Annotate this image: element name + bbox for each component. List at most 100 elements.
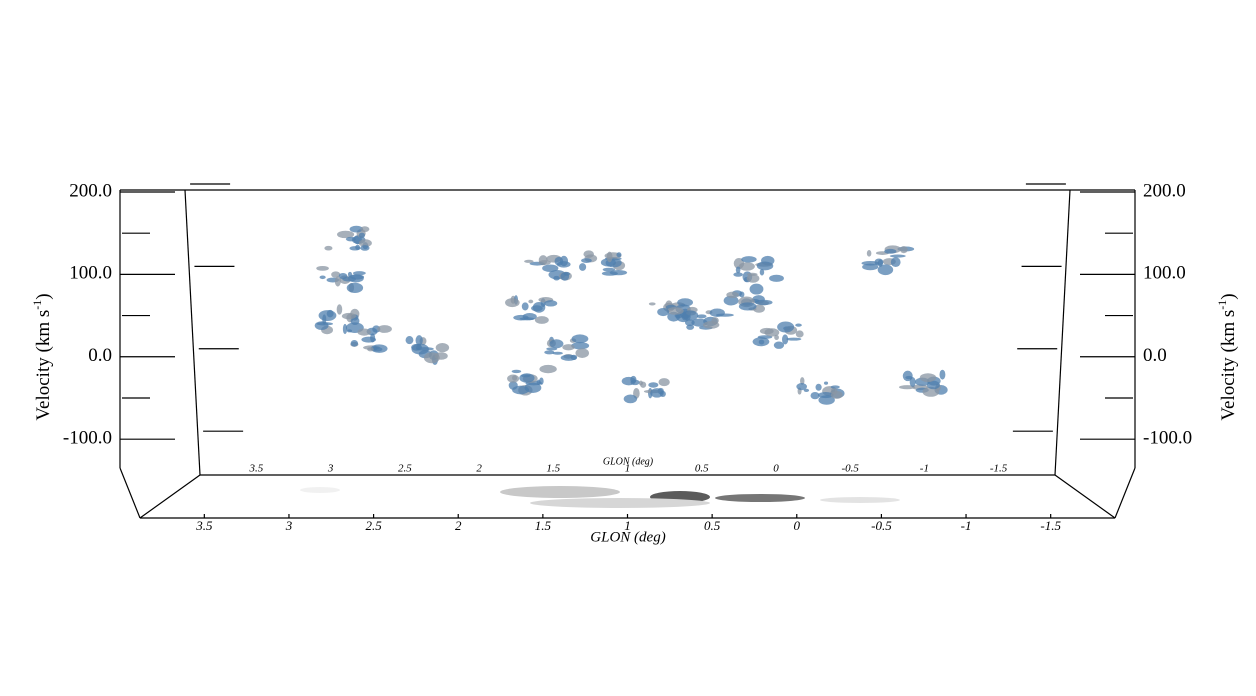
cloud-blob xyxy=(336,304,343,315)
cloud-blob xyxy=(800,377,805,385)
cloud-blob xyxy=(405,335,414,345)
x-tick-label: 0.5 xyxy=(704,518,721,533)
x-tick-label-back: -1.5 xyxy=(990,463,1008,475)
cloud-blob xyxy=(519,373,535,383)
cloud-blob xyxy=(682,310,699,321)
cloud-blob xyxy=(777,321,795,333)
emission-cloud xyxy=(507,364,557,396)
emission-cloud xyxy=(899,369,948,397)
cloud-blob xyxy=(513,314,529,321)
x-axis-label-back: GLON (deg) xyxy=(603,456,654,467)
cloud-blob xyxy=(342,323,348,335)
cloud-blob xyxy=(370,333,376,343)
x-tick-label-back: 0 xyxy=(773,463,779,475)
x-tick-label: 1.5 xyxy=(535,518,552,533)
cloud-blob xyxy=(508,381,518,390)
cloud-blob xyxy=(726,291,739,299)
cloud-blob xyxy=(609,270,628,276)
cloud-blob xyxy=(650,388,664,398)
x-tick-label-back: 3 xyxy=(327,463,334,475)
cloud-blob xyxy=(357,328,371,336)
cloud-blob xyxy=(823,381,829,385)
x-tick-label: -1 xyxy=(961,518,972,533)
cloud-blob xyxy=(786,337,802,341)
cloud-blob xyxy=(759,327,774,335)
cloud-blob xyxy=(640,381,647,388)
cloud-blob xyxy=(346,329,353,333)
cloud-blob xyxy=(756,261,774,271)
y2-tick-label: -100.0 xyxy=(1143,428,1192,449)
cloud-blob xyxy=(796,383,807,391)
cloud-blob xyxy=(939,369,946,380)
cloud-blob xyxy=(571,334,589,344)
cloud-blob xyxy=(795,330,804,338)
emission-cloud xyxy=(723,283,773,313)
y-label-sup: -1 xyxy=(30,300,44,310)
cloud-blob xyxy=(534,316,549,324)
cloud-blob xyxy=(575,348,590,358)
cloud-blob xyxy=(531,305,543,312)
cloud-blob xyxy=(616,252,622,258)
cloud-blob xyxy=(337,230,355,239)
projection xyxy=(300,486,900,508)
cloud-blob xyxy=(711,317,719,325)
emission-cloud xyxy=(752,321,804,349)
y-tick-label: 100.0 xyxy=(69,263,112,284)
cloud-blob xyxy=(553,275,560,281)
cloud-blob xyxy=(830,390,843,399)
cloud-blob xyxy=(795,323,802,327)
cloud-blob xyxy=(423,352,440,364)
y-tick-label: -100.0 xyxy=(63,428,112,449)
cloud-blob xyxy=(318,310,337,322)
cloud-blob xyxy=(922,386,940,397)
cloud-blob xyxy=(583,250,595,258)
cloud-blob xyxy=(815,383,822,391)
cloud-blob xyxy=(752,337,770,347)
cloud-blob xyxy=(544,300,558,307)
cloud-blob xyxy=(696,314,707,319)
cloud-blob xyxy=(606,251,613,263)
emission-cloud xyxy=(861,245,915,276)
cloud-blob xyxy=(549,339,564,349)
cloud-blob xyxy=(358,232,365,238)
y2-tick-label: 0.0 xyxy=(1143,345,1167,366)
cloud-blob xyxy=(733,272,743,277)
x-tick-label: -1.5 xyxy=(1040,518,1061,533)
cloud-blob xyxy=(759,269,765,276)
cloud-blob xyxy=(367,347,374,352)
cloud-blob xyxy=(746,272,758,276)
y2-axis-label: Velocity (km s-1) xyxy=(1215,293,1240,420)
cloud-blob xyxy=(709,308,725,318)
cloud-blob xyxy=(810,391,820,400)
x-tick-label-back: 2 xyxy=(476,463,482,475)
cloud-blob xyxy=(723,295,739,306)
cloud-blob xyxy=(733,257,745,269)
cloud-blob xyxy=(415,335,423,346)
cloud-blob xyxy=(773,341,785,349)
cloud-blob xyxy=(746,274,760,283)
cloud-blob xyxy=(630,375,637,383)
y-label-end: ) xyxy=(33,293,54,299)
x-tick-label: 1 xyxy=(624,518,631,533)
cloud-blob xyxy=(342,276,356,282)
cloud-blob xyxy=(521,302,529,311)
cloud-blob xyxy=(902,370,913,382)
x-tick-label: -0.5 xyxy=(871,518,892,533)
cloud-blob xyxy=(899,246,908,254)
emission-cloud xyxy=(316,265,366,294)
cloud-blob xyxy=(926,380,940,390)
emission-cloud xyxy=(621,375,670,404)
cloud-blob xyxy=(735,266,741,274)
emission-cloud xyxy=(796,377,845,405)
emission-cloud xyxy=(505,295,558,324)
emission-cloud xyxy=(579,250,628,276)
y-axis-label: Velocity (km s-1) xyxy=(30,293,55,420)
x-tick-label-back: 1 xyxy=(625,463,631,475)
x-tick-label-back: 1.5 xyxy=(546,463,560,475)
y-label-sup: -1 xyxy=(1215,300,1229,310)
cloud-blob xyxy=(862,263,879,271)
cloud-blob xyxy=(648,302,656,306)
x-tick-label: 3 xyxy=(285,518,293,533)
cloud-blob xyxy=(877,264,894,276)
cloud-blob xyxy=(544,350,555,355)
